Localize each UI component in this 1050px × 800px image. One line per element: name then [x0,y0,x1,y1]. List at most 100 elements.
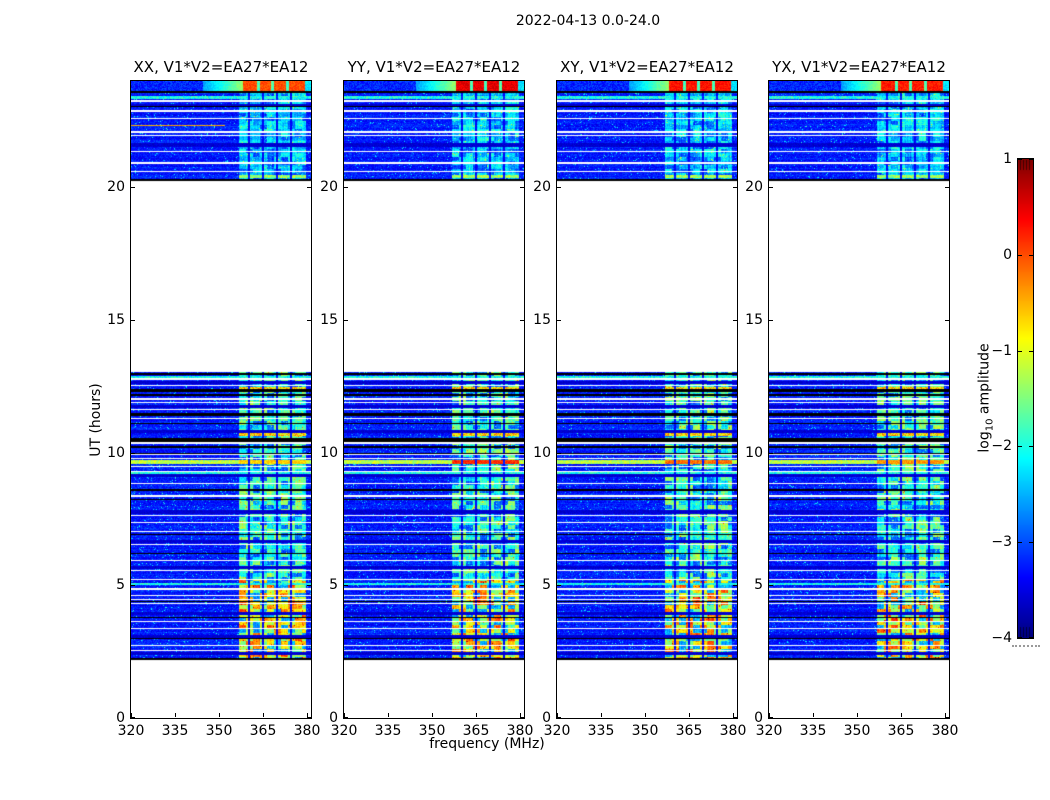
colorbar-tick-right [1029,542,1033,543]
colorbar-tick-right [1029,255,1033,256]
y-tick-right [733,717,737,718]
x-tick [601,713,602,717]
spectrogram-canvas [769,81,949,718]
x-tick-label: 380 [506,723,534,739]
x-tick [733,713,734,717]
colorbar-tick-left [1018,255,1022,256]
y-tick [769,717,773,718]
colorbar-tick-right [1029,637,1033,638]
colorbar-tick-label: 1 [1003,151,1012,167]
colorbar-tick-label: −3 [991,534,1012,550]
x-tick-label: 350 [843,723,871,739]
y-tick [344,453,348,454]
x-tick [219,713,220,717]
spectrogram-canvas [131,81,311,718]
colorbar-underflow-dots [1012,645,1040,647]
y-tick-right [733,187,737,188]
y-tick-right [307,453,311,454]
y-tick [131,717,135,718]
x-tick [901,713,902,717]
x-tick [344,713,345,717]
colorbar-tick-left [1018,351,1022,352]
panel-title: XY, V1*V2=EA27*EA12 [560,58,734,76]
y-tick-right [945,320,949,321]
y-tick-right [520,187,524,188]
y-tick-label: 15 [107,312,125,328]
x-tick-label: 365 [887,723,915,739]
y-tick-label: 0 [542,710,551,726]
x-tick [476,713,477,717]
y-tick-right [733,320,737,321]
spectrogram-canvas [344,81,524,718]
colorbar-tick-label: −1 [991,343,1012,359]
y-tick-label: 10 [745,445,763,461]
y-tick-label: 20 [107,179,125,195]
x-tick-label: 335 [161,723,189,739]
panel-title: XX, V1*V2=EA27*EA12 [133,58,309,76]
colorbar-gradient [1018,159,1033,638]
x-tick-label: 380 [931,723,959,739]
y-tick-label: 15 [533,312,551,328]
y-tick [557,453,561,454]
y-tick-right [945,453,949,454]
y-tick [344,187,348,188]
y-tick-right [307,187,311,188]
x-tick [307,713,308,717]
colorbar-tick-left [1018,637,1022,638]
y-tick-right [733,453,737,454]
y-tick [557,717,561,718]
y-tick [344,585,348,586]
y-tick-label: 5 [116,577,125,593]
y-tick-label: 20 [533,179,551,195]
y-tick [557,585,561,586]
x-tick-label: 365 [462,723,490,739]
y-tick [131,585,135,586]
colorbar-tick-right [1029,351,1033,352]
x-tick-label: 380 [719,723,747,739]
x-tick [945,713,946,717]
x-tick [520,713,521,717]
y-tick-right [945,717,949,718]
x-tick [557,713,558,717]
x-tick [388,713,389,717]
colorbar-tick-label: 0 [1003,247,1012,263]
x-tick-label: 320 [543,723,571,739]
y-tick-right [520,585,524,586]
y-tick-label: 5 [542,577,551,593]
y-tick-right [520,320,524,321]
x-tick-label: 365 [675,723,703,739]
y-tick-label: 0 [116,710,125,726]
y-tick [557,187,561,188]
x-tick-label: 320 [330,723,358,739]
x-tick [769,713,770,717]
x-tick [857,713,858,717]
y-tick-right [945,585,949,586]
y-tick-label: 5 [754,577,763,593]
y-tick [344,320,348,321]
y-tick-right [945,187,949,188]
x-tick-label: 350 [205,723,233,739]
panel-title: YY, V1*V2=EA27*EA12 [347,58,521,76]
x-axis-label: frequency (MHz) [429,736,545,752]
x-tick-label: 380 [293,723,321,739]
colorbar-tick-right [1029,159,1033,160]
y-tick-right [307,717,311,718]
x-tick-label: 335 [799,723,827,739]
colorbar-label-sub: 10 [984,418,996,432]
y-tick [769,585,773,586]
y-tick-right [520,717,524,718]
x-tick-label: 335 [374,723,402,739]
colorbar-label: log10 amplitude [977,343,996,452]
y-tick [557,320,561,321]
y-tick-label: 15 [320,312,338,328]
x-tick-label: 320 [117,723,145,739]
colorbar-tick-left [1018,159,1022,160]
colorbar-tick-left [1018,446,1022,447]
x-tick [689,713,690,717]
figure-title: 2022-04-13 0.0-24.0 [515,13,661,29]
colorbar-label-suffix: amplitude [976,343,993,419]
spectrogram-canvas [557,81,737,718]
y-tick-label: 0 [754,710,763,726]
x-tick-label: 365 [249,723,277,739]
y-tick-label: 10 [320,445,338,461]
